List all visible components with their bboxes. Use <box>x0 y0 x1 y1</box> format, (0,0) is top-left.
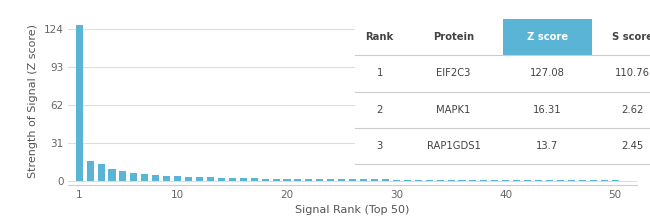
Bar <box>338 179 345 181</box>
Text: S score: S score <box>612 32 650 42</box>
Bar <box>207 177 214 181</box>
Bar <box>152 175 159 181</box>
Text: 16.31: 16.31 <box>533 105 562 115</box>
Bar <box>317 179 323 181</box>
Bar <box>426 180 433 181</box>
Text: EIF2C3: EIF2C3 <box>436 69 471 78</box>
Bar <box>174 176 181 181</box>
Bar <box>568 180 575 181</box>
Bar <box>447 180 454 181</box>
Bar <box>404 180 411 181</box>
Bar <box>229 178 236 181</box>
Bar <box>240 178 247 181</box>
Bar <box>469 180 476 181</box>
Bar <box>360 179 367 181</box>
Text: 1: 1 <box>376 69 383 78</box>
Bar <box>612 180 619 181</box>
Bar <box>109 170 116 181</box>
Bar <box>75 25 83 181</box>
Bar <box>251 178 258 181</box>
Text: 110.76: 110.76 <box>616 69 650 78</box>
Bar <box>524 180 531 181</box>
FancyBboxPatch shape <box>503 19 592 55</box>
Bar <box>502 180 510 181</box>
Text: 2.62: 2.62 <box>621 105 644 115</box>
Bar <box>130 173 137 181</box>
Bar <box>163 176 170 181</box>
Bar <box>120 171 127 181</box>
Text: 3: 3 <box>376 141 383 151</box>
Bar <box>601 180 608 181</box>
Bar <box>557 180 564 181</box>
Text: Z score: Z score <box>527 32 568 42</box>
Text: 2.45: 2.45 <box>621 141 644 151</box>
Bar <box>86 161 94 181</box>
FancyBboxPatch shape <box>356 19 650 164</box>
Bar <box>437 180 444 181</box>
Text: RAP1GDS1: RAP1GDS1 <box>426 141 480 151</box>
Bar <box>546 180 553 181</box>
Bar <box>261 179 268 181</box>
Text: Protein: Protein <box>433 32 474 42</box>
Bar <box>513 180 520 181</box>
Bar <box>218 178 225 181</box>
Text: MAPK1: MAPK1 <box>436 105 471 115</box>
Bar <box>306 179 313 181</box>
Bar <box>283 179 291 181</box>
Bar <box>196 177 203 181</box>
X-axis label: Signal Rank (Top 50): Signal Rank (Top 50) <box>296 205 410 215</box>
Bar <box>535 180 542 181</box>
Text: 13.7: 13.7 <box>536 141 558 151</box>
Text: 127.08: 127.08 <box>530 69 565 78</box>
Bar <box>491 180 499 181</box>
Bar <box>480 180 488 181</box>
Bar <box>415 180 422 181</box>
Text: 2: 2 <box>376 105 383 115</box>
Bar <box>590 180 597 181</box>
Bar <box>327 179 334 181</box>
Bar <box>294 179 302 181</box>
Bar <box>185 177 192 181</box>
Bar <box>272 179 280 181</box>
Bar <box>382 179 389 181</box>
Bar <box>578 180 586 181</box>
Bar <box>458 180 465 181</box>
Y-axis label: Strength of Signal (Z score): Strength of Signal (Z score) <box>28 24 38 178</box>
Bar <box>141 174 148 181</box>
Bar <box>98 164 105 181</box>
Bar <box>349 179 356 181</box>
Text: Rank: Rank <box>365 32 394 42</box>
Bar <box>371 179 378 181</box>
Bar <box>393 179 400 181</box>
